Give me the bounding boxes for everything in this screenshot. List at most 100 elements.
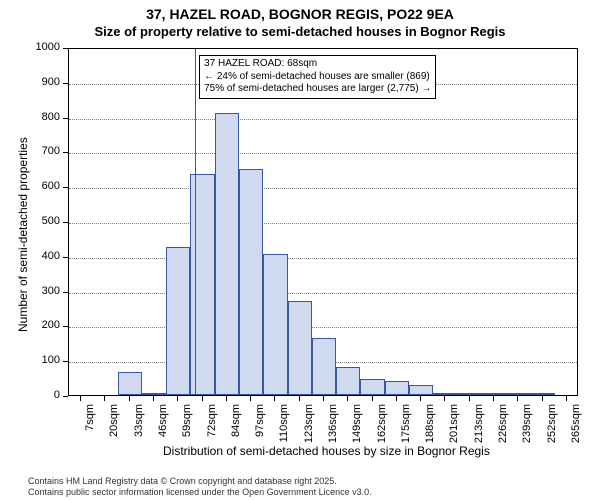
y-tick-label: 100 — [26, 354, 60, 366]
y-tick — [63, 152, 68, 153]
y-tick-label: 900 — [26, 76, 60, 88]
x-tick — [202, 396, 203, 401]
y-tick-label: 400 — [26, 250, 60, 262]
x-tick — [274, 396, 275, 401]
histogram-bar — [166, 247, 190, 395]
x-tick-label: 7sqm — [84, 404, 96, 452]
x-tick — [323, 396, 324, 401]
x-tick — [129, 396, 130, 401]
gridline — [69, 188, 577, 189]
x-tick — [396, 396, 397, 401]
x-tick-label: 252sqm — [546, 404, 558, 452]
x-tick-label: 59sqm — [181, 404, 193, 452]
x-tick — [517, 396, 518, 401]
x-tick — [153, 396, 154, 401]
y-tick — [63, 118, 68, 119]
histogram-bar — [336, 367, 360, 395]
footer-line1: Contains HM Land Registry data © Crown c… — [28, 476, 372, 487]
y-tick — [63, 361, 68, 362]
histogram-bar — [458, 393, 482, 395]
x-tick — [469, 396, 470, 401]
y-tick-label: 300 — [26, 285, 60, 297]
x-tick-label: 213sqm — [473, 404, 485, 452]
y-tick — [63, 292, 68, 293]
x-tick-label: 188sqm — [424, 404, 436, 452]
x-tick — [542, 396, 543, 401]
chart-root: 37, HAZEL ROAD, BOGNOR REGIS, PO22 9EA S… — [0, 0, 600, 500]
x-tick — [104, 396, 105, 401]
x-tick-label: 201sqm — [448, 404, 460, 452]
x-tick-label: 136sqm — [327, 404, 339, 452]
histogram-bar — [263, 254, 287, 395]
gridline — [69, 153, 577, 154]
x-tick — [80, 396, 81, 401]
x-tick — [444, 396, 445, 401]
histogram-bar — [409, 385, 433, 395]
x-tick — [299, 396, 300, 401]
histogram-bar — [360, 379, 384, 395]
y-tick-label: 1000 — [26, 41, 60, 53]
histogram-bar — [433, 393, 457, 395]
y-tick — [63, 222, 68, 223]
x-tick-label: 97sqm — [254, 404, 266, 452]
x-tick-label: 265sqm — [570, 404, 582, 452]
histogram-bar — [142, 393, 166, 395]
x-tick — [566, 396, 567, 401]
y-tick — [63, 326, 68, 327]
histogram-bar — [239, 169, 263, 395]
x-tick-label: 110sqm — [278, 404, 290, 452]
chart-footer: Contains HM Land Registry data © Crown c… — [0, 476, 372, 499]
x-tick-label: 46sqm — [157, 404, 169, 452]
gridline — [69, 293, 577, 294]
chart-title-sub: Size of property relative to semi-detach… — [0, 22, 600, 39]
histogram-bar — [215, 113, 239, 395]
histogram-bar — [118, 372, 142, 395]
annotation-box: 37 HAZEL ROAD: 68sqm← 24% of semi-detach… — [199, 55, 436, 99]
annotation-line3: 75% of semi-detached houses are larger (… — [204, 83, 431, 96]
gridline — [69, 223, 577, 224]
x-tick — [420, 396, 421, 401]
histogram-bar — [312, 338, 336, 395]
y-tick — [63, 257, 68, 258]
x-tick-label: 20sqm — [108, 404, 120, 452]
x-tick-label: 72sqm — [206, 404, 218, 452]
gridline — [69, 327, 577, 328]
histogram-bar — [482, 393, 506, 395]
histogram-bar — [506, 393, 530, 395]
x-tick — [177, 396, 178, 401]
gridline — [69, 258, 577, 259]
y-tick — [63, 187, 68, 188]
chart-title-main: 37, HAZEL ROAD, BOGNOR REGIS, PO22 9EA — [0, 0, 600, 22]
y-axis-label: Number of semi-detached properties — [16, 137, 30, 332]
x-tick — [250, 396, 251, 401]
y-tick-label: 200 — [26, 319, 60, 331]
y-tick-label: 0 — [26, 389, 60, 401]
histogram-bar — [385, 381, 409, 395]
x-tick — [493, 396, 494, 401]
plot-area: 37 HAZEL ROAD: 68sqm← 24% of semi-detach… — [68, 48, 578, 396]
y-tick-label: 700 — [26, 145, 60, 157]
x-tick-label: 84sqm — [230, 404, 242, 452]
y-tick — [63, 83, 68, 84]
histogram-bar — [530, 393, 554, 395]
gridline — [69, 119, 577, 120]
x-tick-label: 123sqm — [303, 404, 315, 452]
y-tick-label: 500 — [26, 215, 60, 227]
x-tick-label: 175sqm — [400, 404, 412, 452]
footer-line2: Contains public sector information licen… — [28, 487, 372, 498]
x-tick — [226, 396, 227, 401]
annotation-line2: ← 24% of semi-detached houses are smalle… — [204, 71, 431, 84]
reference-line — [195, 49, 196, 395]
x-tick-label: 162sqm — [376, 404, 388, 452]
x-tick-label: 149sqm — [351, 404, 363, 452]
x-tick — [347, 396, 348, 401]
x-tick-label: 239sqm — [521, 404, 533, 452]
x-tick — [372, 396, 373, 401]
histogram-bar — [190, 174, 214, 395]
y-tick — [63, 48, 68, 49]
x-tick-label: 33sqm — [133, 404, 145, 452]
histogram-bar — [288, 301, 312, 395]
y-tick — [63, 396, 68, 397]
y-tick-label: 600 — [26, 180, 60, 192]
y-tick-label: 800 — [26, 111, 60, 123]
